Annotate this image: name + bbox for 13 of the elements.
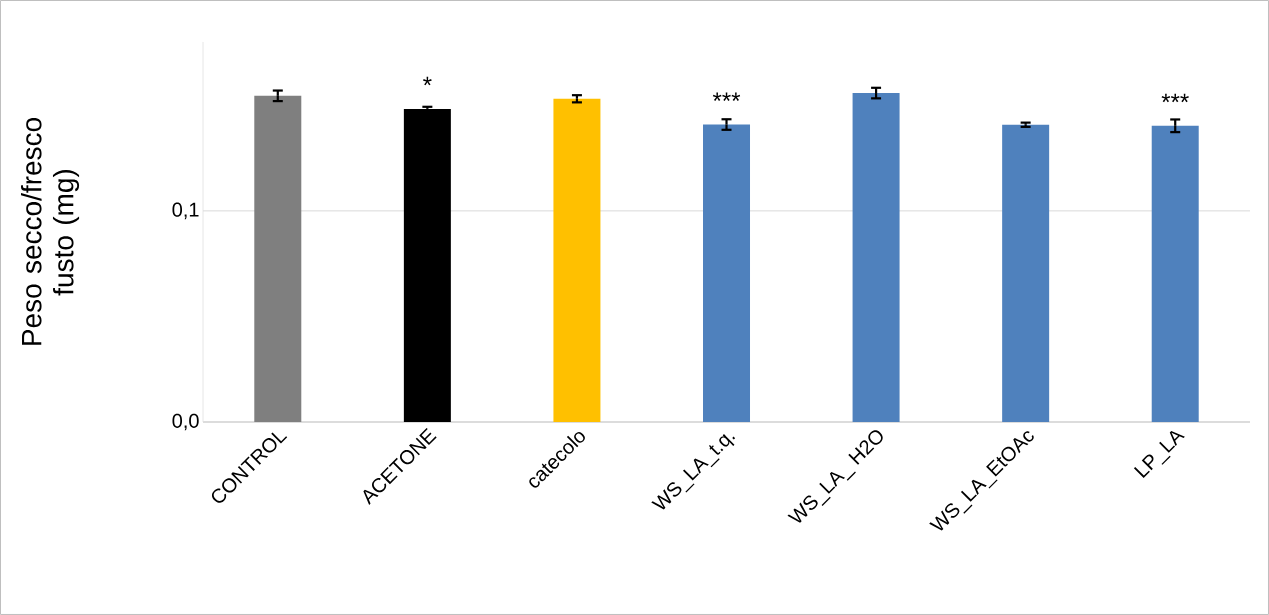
y-axis-title: Peso secco/fresco fusto (mg) bbox=[20, 118, 80, 345]
bar bbox=[1002, 124, 1050, 422]
bar bbox=[254, 95, 302, 422]
annotation: *** bbox=[712, 92, 741, 101]
bar bbox=[1151, 125, 1199, 422]
bar bbox=[403, 108, 451, 422]
bar bbox=[852, 93, 900, 422]
annotation: * bbox=[423, 76, 432, 86]
annotation: *** bbox=[1161, 93, 1189, 103]
y-tick-label: 0,0 bbox=[172, 413, 199, 431]
y-tick-label: 0,1 bbox=[172, 202, 199, 220]
bar bbox=[553, 98, 601, 422]
bar bbox=[703, 124, 751, 422]
